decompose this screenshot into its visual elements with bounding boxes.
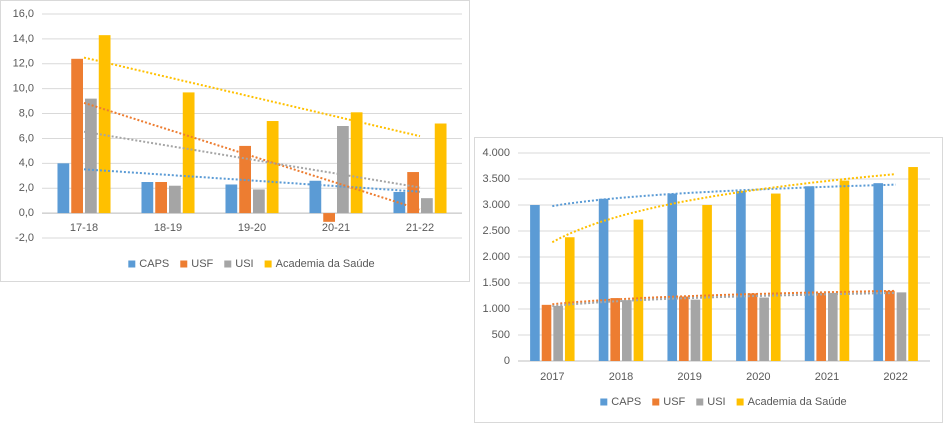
y-tick-label: 500 — [492, 329, 510, 341]
bar — [155, 182, 167, 214]
y-tick-label: 4.000 — [482, 147, 510, 159]
bar — [337, 126, 349, 214]
legend-swatch — [264, 260, 272, 268]
bar — [702, 205, 712, 361]
y-tick-label: 4,0 — [19, 157, 34, 169]
bar — [393, 191, 406, 214]
trendline — [552, 183, 896, 208]
bar — [541, 304, 552, 361]
bar — [225, 184, 238, 214]
trendline — [83, 130, 421, 189]
y-tick-label: 2.000 — [482, 251, 510, 263]
bar — [759, 297, 769, 361]
legend-label: USF — [663, 396, 685, 408]
legend-swatch — [600, 398, 608, 406]
bar — [253, 189, 265, 214]
bar — [598, 198, 609, 361]
bar — [530, 205, 540, 361]
x-tick-label: 2021 — [815, 371, 839, 383]
bar — [323, 213, 335, 222]
bar — [266, 121, 279, 214]
bar — [407, 172, 419, 214]
y-tick-label: 10,0 — [13, 83, 34, 95]
bar — [690, 299, 701, 361]
legend-label: USF — [191, 258, 213, 270]
bar — [564, 237, 575, 361]
legend-label: CAPS — [611, 396, 641, 408]
x-tick-label: 21-22 — [406, 222, 434, 234]
x-tick-label: 2019 — [677, 371, 701, 383]
legend-swatch — [736, 398, 744, 406]
bar — [804, 186, 815, 361]
bar — [98, 35, 111, 214]
chart-frame — [0, 0, 470, 282]
trendline — [552, 292, 896, 308]
bar — [633, 219, 644, 361]
y-tick-label: -2,0 — [15, 232, 34, 244]
x-tick-label: 2020 — [746, 371, 770, 383]
y-tick-label: 8,0 — [19, 107, 34, 119]
bar — [839, 180, 850, 361]
bar — [421, 198, 433, 214]
bar — [85, 98, 97, 214]
trendline — [83, 56, 421, 138]
y-tick-label: 0,0 — [19, 207, 34, 219]
bar — [679, 296, 689, 361]
x-tick-label: 17-18 — [70, 222, 98, 234]
bar — [141, 182, 154, 214]
bar — [667, 193, 678, 361]
y-tick-label: 2.500 — [482, 225, 510, 237]
bar — [770, 193, 781, 361]
bar — [434, 123, 447, 214]
bar — [736, 190, 746, 361]
bar — [896, 292, 907, 361]
trendline — [83, 101, 421, 211]
y-tick-label: 3.500 — [482, 173, 510, 185]
legend-swatch — [224, 260, 232, 268]
y-tick-label: 0 — [504, 355, 510, 367]
bar — [747, 293, 758, 361]
x-tick-label: 2018 — [609, 371, 633, 383]
legend-swatch — [652, 398, 660, 406]
y-tick-label: 6,0 — [19, 132, 34, 144]
y-tick-label: 2,0 — [19, 182, 34, 194]
bar — [828, 292, 838, 361]
x-tick-label: 19-20 — [238, 222, 266, 234]
legend-label: CAPS — [139, 258, 169, 270]
trendline — [551, 173, 896, 244]
y-tick-label: 3.000 — [482, 199, 510, 211]
legend-swatch — [180, 260, 188, 268]
bar — [908, 167, 918, 361]
legend-label: USI — [707, 396, 725, 408]
legend-swatch — [696, 398, 704, 406]
trendline — [83, 168, 421, 193]
bar — [622, 300, 632, 361]
bar — [57, 163, 70, 214]
bar — [885, 290, 895, 361]
x-tick-label: 18-19 — [154, 222, 182, 234]
bar — [71, 58, 83, 214]
bar — [169, 185, 181, 214]
legend-label: USI — [235, 258, 253, 270]
y-tick-label: 12,0 — [13, 58, 34, 70]
x-tick-label: 20-21 — [322, 222, 350, 234]
y-tick-label: 16,0 — [13, 8, 34, 20]
bar — [553, 305, 563, 361]
y-tick-label: 14,0 — [13, 33, 34, 45]
y-tick-label: 1.000 — [482, 303, 510, 315]
legend-label: Academia da Saúde — [276, 258, 375, 270]
x-tick-label: 2017 — [540, 371, 564, 383]
x-tick-label: 2022 — [883, 371, 907, 383]
bar — [873, 183, 884, 361]
legend-swatch — [128, 260, 136, 268]
bar — [816, 292, 826, 361]
y-tick-label: 1.500 — [482, 277, 510, 289]
bar — [182, 92, 195, 214]
bar — [350, 112, 363, 214]
legend-label: Academia da Saúde — [748, 396, 847, 408]
bar — [610, 298, 620, 361]
trendline — [552, 289, 896, 306]
bar — [309, 180, 322, 214]
